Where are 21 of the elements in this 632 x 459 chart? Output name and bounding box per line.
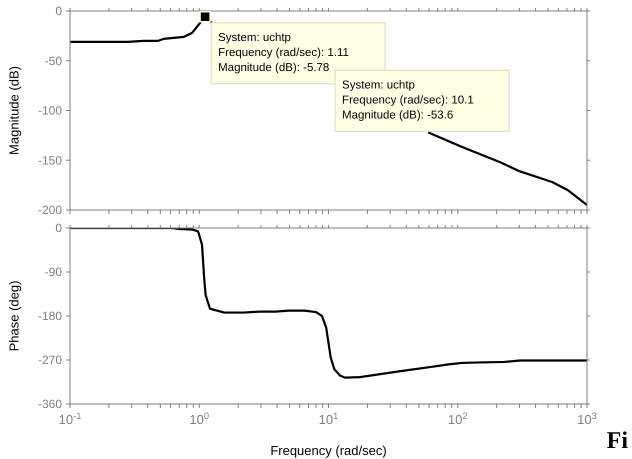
x-tick-label: 10$^{2}$ [448, 410, 468, 427]
y-tick-label: -150 [38, 153, 62, 168]
annotation: System: uchtp Frequency (rad/sec): 1.11 Magnitude (dB): -5.78 [218, 32, 349, 74]
y-tick-label: -180 [38, 309, 62, 323]
x-tick-label: 10$^{-1}$ [58, 410, 82, 427]
text: Fi [606, 428, 628, 455]
y-tick-label: -90 [44, 265, 62, 279]
y-tick-label: 0 [55, 221, 62, 235]
y-axis-title: Magnitude (dB) [6, 66, 22, 155]
x-tick-label: 10$^{0}$ [189, 410, 210, 427]
y-tick-label: -200 [38, 203, 62, 217]
x-tick-label: 10$^{1}$ [318, 410, 338, 427]
y-tick-label: -50 [44, 54, 62, 68]
y-tick-label: -270 [38, 353, 62, 367]
y-axis-title: Phase (deg) [6, 280, 22, 352]
x-tick-label: 10$^{3}$ [577, 410, 597, 427]
y-tick-label: -100 [38, 104, 62, 118]
annotation: System: uchtp Frequency (rad/sec): 10.1 Magnitude (dB): -53.6 [342, 79, 474, 122]
y-tick-label: -360 [38, 397, 62, 411]
x-axis-title: Frequency (rad/sec) [270, 443, 387, 458]
y-tick-label: 0 [55, 4, 62, 18]
